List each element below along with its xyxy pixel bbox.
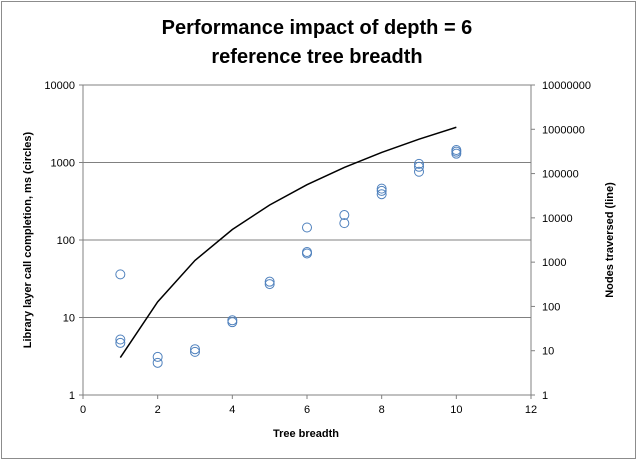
data-point-10 — [264, 279, 275, 290]
y-tick-label-0: 1 — [69, 390, 75, 402]
y-tick-label-3: 1000 — [51, 158, 75, 170]
x-tick-label-2: 4 — [229, 404, 235, 416]
y2-tick-label-0: 1 — [542, 390, 548, 402]
x-tick-label-4: 8 — [379, 404, 385, 416]
data-point-14 — [339, 210, 350, 221]
x-tick-label-0: 0 — [80, 404, 86, 416]
y2-tick-label-1: 10 — [542, 346, 554, 358]
x-tick-label-6: 12 — [525, 404, 537, 416]
data-point-6 — [190, 346, 200, 357]
y2-tick-label-6: 1000000 — [542, 124, 585, 136]
x-tick-label-5: 10 — [450, 404, 462, 416]
y2-tick-label-5: 100000 — [542, 169, 579, 181]
call-completion-series — [115, 144, 462, 368]
data-point-3 — [152, 351, 163, 362]
y2-tick-label-2: 100 — [542, 301, 560, 313]
nodes-traversed-line — [119, 126, 457, 358]
nodes-traversed-series — [119, 126, 457, 358]
data-point-17 — [376, 185, 387, 196]
data-point-9 — [264, 276, 275, 287]
data-point-2 — [115, 337, 126, 348]
y2-tick-label-3: 1000 — [542, 257, 566, 269]
data-point-13 — [302, 248, 312, 259]
data-point-0 — [115, 269, 126, 280]
y-tick-label-1: 10 — [63, 313, 75, 325]
x-axis-title: Tree breadth — [273, 428, 339, 440]
tick-labels: 0 2 4 6 8 10 12 1 10 100 1000 10000 1 10 100 1000 10000 1… — [44, 80, 591, 416]
data-point-1 — [115, 334, 126, 345]
chart-title-line-2: reference tree breadth — [211, 46, 422, 68]
data-point-19 — [414, 158, 424, 169]
x-tick-label-1: 2 — [155, 404, 161, 416]
data-point-18 — [376, 189, 387, 200]
grid-lines — [83, 84, 531, 396]
data-point-21 — [414, 166, 424, 177]
axes — [79, 84, 535, 399]
data-point-24 — [451, 148, 462, 159]
data-point-20 — [414, 161, 424, 172]
y-axis-title: Library layer call completion, ms (circl… — [22, 131, 34, 348]
y-tick-label-4: 10000 — [44, 80, 75, 92]
data-point-8 — [227, 317, 238, 328]
data-point-16 — [376, 183, 387, 194]
y2-axis-title: Nodes traversed (line) — [604, 182, 616, 298]
chart-title: Performance impact of depth = 6 referenc… — [162, 17, 473, 68]
x-tick-label-3: 6 — [304, 404, 310, 416]
y-tick-label-2: 100 — [57, 235, 75, 247]
data-point-11 — [302, 222, 312, 233]
y2-tick-label-4: 10000 — [542, 213, 573, 225]
data-point-5 — [190, 344, 200, 355]
data-point-15 — [339, 218, 350, 229]
data-point-4 — [152, 357, 163, 368]
y2-tick-label-7: 10000000 — [542, 80, 591, 92]
chart-title-line-1: Performance impact of depth = 6 — [162, 17, 473, 39]
